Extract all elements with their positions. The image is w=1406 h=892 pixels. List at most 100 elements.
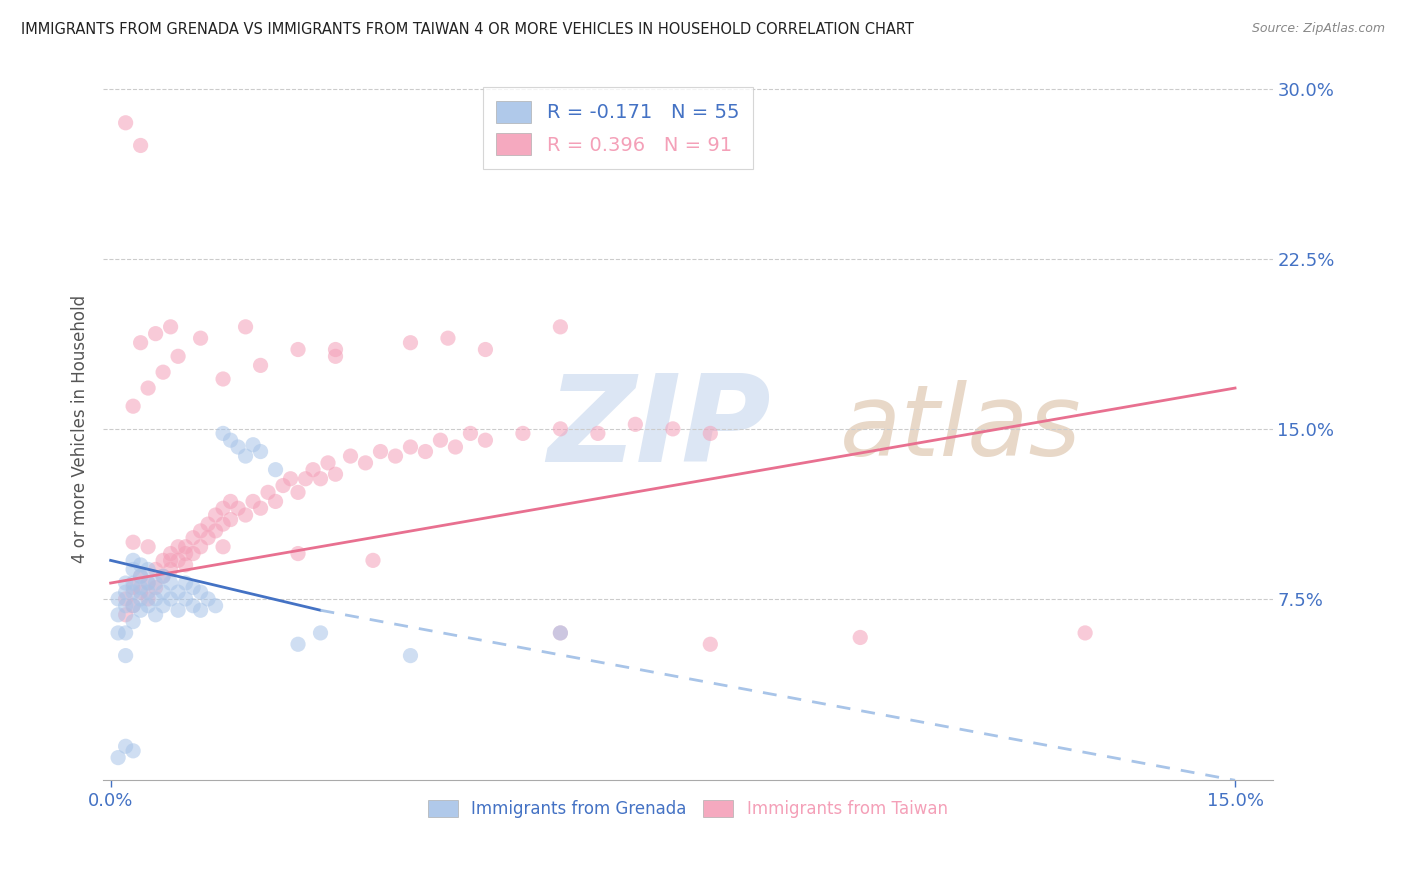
Point [129, 569, 152, 583]
Point [114, 116, 136, 130]
Point [235, 319, 257, 334]
Point [190, 331, 212, 345]
Point [235, 449, 257, 463]
Point [129, 581, 152, 595]
Point [204, 524, 226, 538]
Point [699, 426, 721, 441]
Point [181, 547, 204, 561]
Point [114, 591, 136, 606]
Point [152, 365, 174, 379]
Point [122, 581, 145, 595]
Point [249, 501, 271, 516]
Point [122, 599, 145, 613]
Point [212, 540, 235, 554]
Point [219, 512, 242, 526]
Point [114, 576, 136, 591]
Point [145, 581, 167, 595]
Point [114, 739, 136, 754]
Point [122, 599, 145, 613]
Point [114, 599, 136, 613]
Point [122, 535, 145, 549]
Point [174, 540, 197, 554]
Point [219, 434, 242, 448]
Point [699, 637, 721, 651]
Point [264, 463, 287, 477]
Point [399, 440, 422, 454]
Point [152, 569, 174, 583]
Point [662, 422, 685, 436]
Point [107, 626, 129, 640]
Point [152, 569, 174, 583]
Point [325, 349, 347, 363]
Point [129, 138, 152, 153]
Point [167, 553, 190, 567]
Point [174, 547, 197, 561]
Point [512, 426, 534, 441]
Point [550, 422, 572, 436]
Point [122, 562, 145, 576]
Text: ZIP: ZIP [547, 370, 772, 487]
Point [159, 553, 181, 567]
Point [249, 444, 271, 458]
Point [122, 576, 145, 591]
Point [226, 501, 249, 516]
Point [129, 335, 152, 350]
Point [136, 540, 159, 554]
Point [167, 540, 190, 554]
Point [197, 591, 219, 606]
Text: IMMIGRANTS FROM GRENADA VS IMMIGRANTS FROM TAIWAN 4 OR MORE VEHICLES IN HOUSEHOL: IMMIGRANTS FROM GRENADA VS IMMIGRANTS FR… [21, 22, 914, 37]
Point [586, 426, 609, 441]
Point [145, 607, 167, 622]
Y-axis label: 4 or more Vehicles in Household: 4 or more Vehicles in Household [72, 295, 89, 563]
Point [174, 558, 197, 572]
Point [114, 626, 136, 640]
Point [339, 449, 361, 463]
Point [309, 472, 332, 486]
Point [190, 540, 212, 554]
Point [159, 547, 181, 561]
Point [287, 547, 309, 561]
Point [235, 508, 257, 522]
Point [204, 508, 226, 522]
Point [212, 501, 235, 516]
Point [190, 524, 212, 538]
Point [122, 553, 145, 567]
Point [204, 599, 226, 613]
Point [197, 531, 219, 545]
Point [122, 585, 145, 599]
Point [152, 553, 174, 567]
Point [280, 472, 302, 486]
Point [152, 585, 174, 599]
Point [287, 637, 309, 651]
Point [107, 591, 129, 606]
Point [444, 440, 467, 454]
Point [145, 326, 167, 341]
Point [114, 607, 136, 622]
Point [399, 335, 422, 350]
Point [212, 517, 235, 532]
Point [145, 576, 167, 591]
Point [550, 626, 572, 640]
Point [325, 467, 347, 482]
Point [242, 494, 264, 508]
Point [129, 603, 152, 617]
Point [136, 576, 159, 591]
Point [550, 319, 572, 334]
Point [550, 626, 572, 640]
Point [122, 615, 145, 629]
Point [136, 381, 159, 395]
Point [159, 576, 181, 591]
Point [474, 343, 496, 357]
Text: atlas: atlas [839, 380, 1081, 477]
Point [415, 444, 437, 458]
Point [325, 343, 347, 357]
Point [145, 562, 167, 576]
Point [212, 372, 235, 386]
Legend: Immigrants from Grenada, Immigrants from Taiwan: Immigrants from Grenada, Immigrants from… [422, 793, 955, 825]
Point [437, 331, 460, 345]
Point [129, 558, 152, 572]
Point [264, 494, 287, 508]
Point [145, 591, 167, 606]
Point [302, 463, 325, 477]
Point [159, 591, 181, 606]
